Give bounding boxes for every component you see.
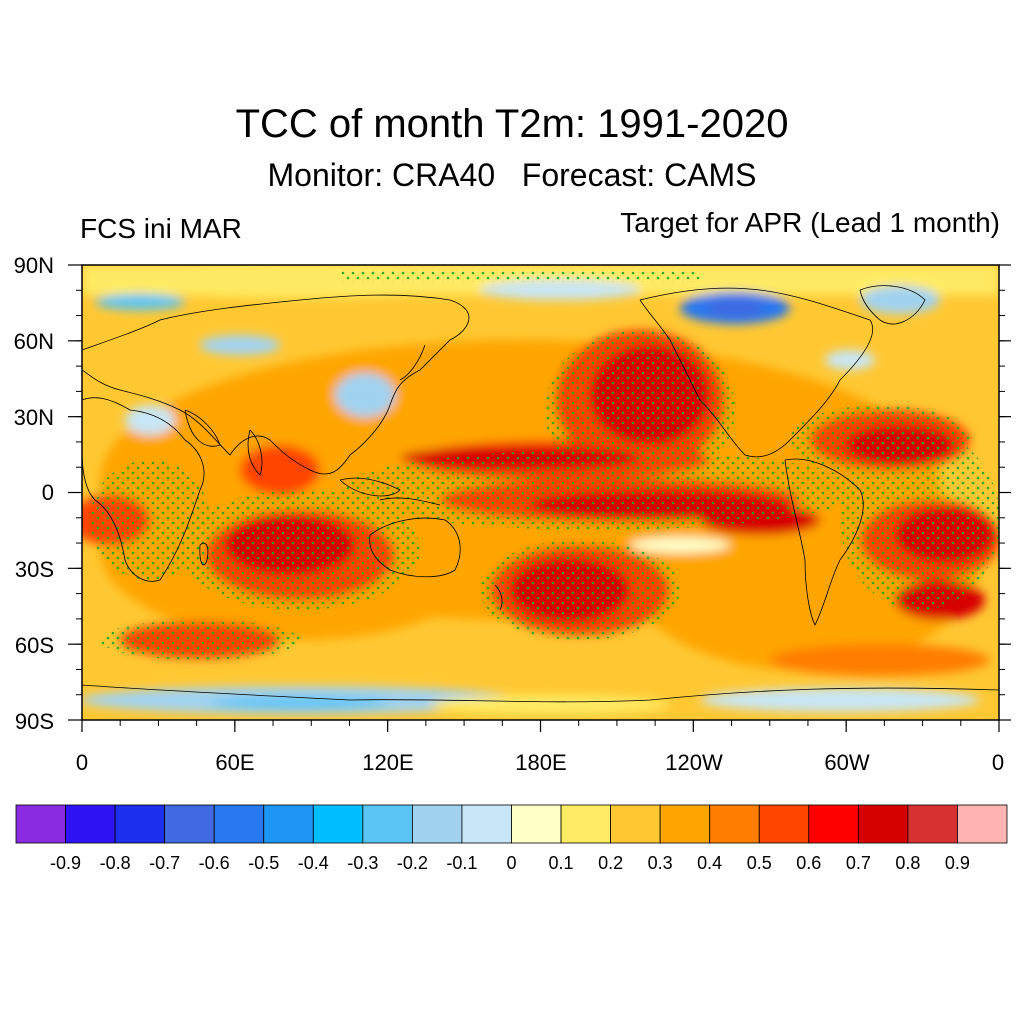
colorbar-swatch — [907, 804, 958, 844]
colorbar-swatch — [65, 804, 116, 844]
lat-label-eq: 0 — [41, 480, 54, 505]
lat-label-30s: 30S — [14, 557, 54, 582]
colorbar-label: -0.7 — [149, 853, 181, 873]
lat-label-30n: 30N — [13, 405, 54, 430]
colorbar-swatch — [808, 804, 859, 844]
colorbar-label: 0.9 — [944, 853, 970, 873]
colorbar-label: -0.2 — [396, 853, 428, 873]
coastlines — [82, 285, 999, 703]
colorbar-label: -0.9 — [50, 853, 82, 873]
init-month-label: FCS ini MAR — [80, 213, 242, 244]
map-title: TCC of month T2m: 1991-2020 — [235, 102, 789, 146]
colorbar-label: 0 — [506, 853, 517, 873]
colorbar-swatch — [857, 804, 909, 844]
colorbar-swatch — [15, 804, 66, 844]
lon-label-120e: 120E — [362, 750, 414, 775]
colorbar-swatch — [709, 804, 760, 844]
lon-label-120w: 120W — [665, 750, 723, 775]
colorbar-label: 0.7 — [845, 853, 871, 873]
colorbar-label: 0.8 — [895, 853, 921, 873]
lon-label-60w: 60W — [824, 750, 870, 775]
colorbar-swatch — [164, 804, 215, 844]
colorbar-swatch — [758, 804, 810, 844]
colorbar-swatch — [263, 804, 314, 844]
lat-label-90s: 90S — [14, 709, 54, 734]
colorbar-label: -0.8 — [99, 853, 131, 873]
lon-label-180e: 180E — [515, 750, 567, 775]
colorbar-label: 0.3 — [647, 853, 673, 873]
colorbar-label: -0.1 — [446, 853, 478, 873]
colorbar-swatch — [659, 804, 711, 844]
colorbar-label: 0.1 — [548, 853, 574, 873]
colorbar-swatch — [560, 804, 611, 844]
correlation-field — [82, 265, 999, 720]
colorbar-label: 0.5 — [746, 853, 772, 873]
colorbar-label: 0.4 — [697, 853, 723, 873]
lon-label-0: 0 — [75, 750, 89, 775]
lat-label-60s: 60S — [14, 633, 54, 658]
colorbar-swatch — [114, 804, 166, 844]
colorbar-label: 0.6 — [796, 853, 822, 873]
colorbar-swatch — [362, 804, 413, 844]
colorbar-label: -0.5 — [248, 853, 280, 873]
map-subtitle: Monitor: CRA40 Forecast: CAMS — [267, 157, 757, 193]
lon-label-60e: 60E — [215, 750, 255, 775]
colorbar-label: -0.6 — [198, 853, 230, 873]
colorbar-swatch — [957, 804, 1008, 844]
colorbar-swatch — [213, 804, 265, 844]
colorbar-label: 0.2 — [598, 853, 624, 873]
colorbar — [15, 804, 1008, 844]
colorbar-swatch — [610, 804, 661, 844]
target-lead-label: Target for APR (Lead 1 month) — [620, 207, 1000, 238]
colorbar-label: -0.3 — [347, 853, 379, 873]
colorbar-swatch — [312, 804, 364, 844]
colorbar-label: -0.4 — [297, 853, 329, 873]
colorbar-swatch — [511, 804, 562, 844]
colorbar-swatch — [411, 804, 463, 844]
lat-label-90n: 90N — [13, 253, 54, 278]
axis-ticks — [68, 264, 1011, 732]
lon-label-0-east: 0 — [991, 750, 1005, 775]
lat-label-60n: 60N — [13, 329, 54, 354]
colorbar-swatch — [461, 804, 512, 844]
